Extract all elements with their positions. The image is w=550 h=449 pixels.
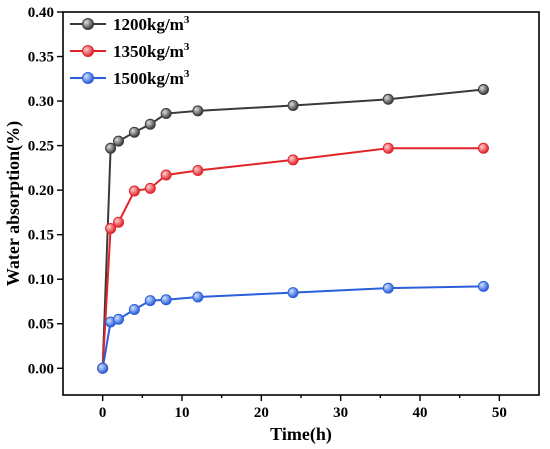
data-point	[382, 282, 394, 294]
data-point	[105, 142, 117, 154]
legend: 1200kg/m3 1350kg/m3 1500kg/m3	[70, 14, 190, 88]
x-tick-label: 30	[333, 405, 348, 421]
y-tick-label: 0.00	[28, 361, 54, 377]
data-point	[477, 280, 489, 292]
legend-marker	[82, 18, 94, 30]
data-point	[160, 294, 172, 306]
data-point	[192, 291, 204, 303]
x-tick-label: 40	[413, 405, 428, 421]
y-axis-title: Water absorption(%)	[3, 121, 24, 286]
data-point	[128, 126, 140, 138]
x-tick-label: 10	[175, 405, 190, 421]
series-line-2	[101, 285, 484, 369]
legend-marker	[82, 45, 94, 57]
data-point	[160, 108, 172, 120]
data-point	[287, 287, 299, 299]
series-line-1	[101, 147, 484, 369]
data-point	[97, 362, 109, 374]
y-tick-label: 0.40	[28, 5, 54, 21]
y-tick-label: 0.10	[28, 272, 54, 288]
data-point	[192, 105, 204, 117]
data-point	[477, 142, 489, 154]
x-tick-label: 0	[99, 405, 107, 421]
data-point	[128, 185, 140, 197]
data-point	[192, 165, 204, 177]
data-point	[144, 295, 156, 307]
legend-label: 1200kg/m3	[113, 14, 190, 34]
y-tick-label: 0.15	[28, 228, 54, 244]
data-point	[144, 118, 156, 130]
legend-marker	[82, 72, 94, 84]
y-tick-label: 0.05	[28, 317, 54, 333]
axes: 0 10 20 30 40 50 0.00 0.05 0.10 0.15 0.20 0.25 0.30 0…	[28, 5, 540, 421]
data-point	[105, 222, 117, 234]
data-point	[113, 216, 125, 228]
y-tick-label: 0.20	[28, 183, 54, 199]
x-tick-label: 20	[254, 405, 269, 421]
y-tick-label: 0.30	[28, 94, 54, 110]
x-axis-title: Time(h)	[270, 424, 332, 445]
plot-area	[97, 83, 489, 374]
y-tick-label: 0.25	[28, 139, 54, 155]
y-tick-label: 0.35	[28, 50, 54, 66]
data-point	[144, 182, 156, 194]
x-tick-label: 50	[492, 405, 507, 421]
data-point	[128, 303, 140, 315]
data-point	[382, 93, 394, 105]
series-line-0	[101, 88, 484, 369]
data-point	[477, 83, 489, 95]
data-point	[287, 100, 299, 112]
data-point	[382, 142, 394, 154]
data-point	[160, 169, 172, 181]
data-point	[113, 135, 125, 147]
data-point	[113, 313, 125, 325]
legend-label: 1500kg/m3	[113, 68, 190, 88]
data-point	[287, 154, 299, 166]
legend-label: 1350kg/m3	[113, 41, 190, 61]
